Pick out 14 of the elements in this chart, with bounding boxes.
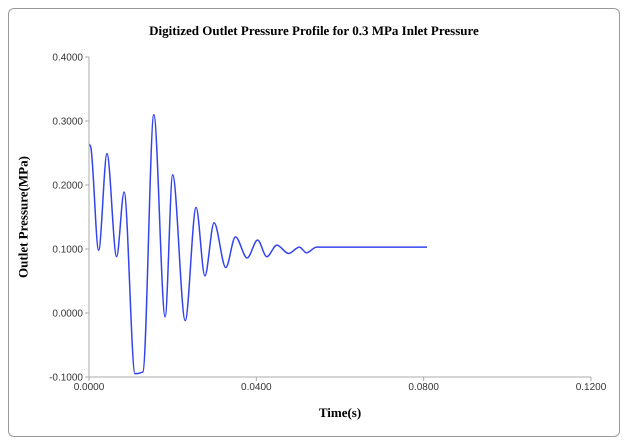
- x-axis-title: Time(s): [318, 405, 362, 420]
- y-tick-label: -0.1000: [49, 372, 84, 384]
- y-tick-label: 0.2000: [52, 180, 84, 192]
- x-tick-label: 0.1200: [576, 382, 607, 394]
- y-tick-label: 0.4000: [52, 52, 84, 64]
- chart-title: Digitized Outlet Pressure Profile for 0.3 MPa Inlet Pressure: [148, 23, 480, 39]
- y-tick-label: 0.3000: [52, 116, 84, 128]
- x-tick-label: 0.0800: [408, 382, 440, 394]
- x-tick-label: 0.0000: [74, 382, 105, 394]
- y-tick-label: 0.1000: [52, 244, 84, 256]
- y-axis-title: Outlet Pressure(MPa): [16, 156, 31, 278]
- line-series: [89, 114, 428, 375]
- y-tick-label: 0.0000: [52, 308, 84, 320]
- x-tick-label: 0.0400: [241, 382, 272, 394]
